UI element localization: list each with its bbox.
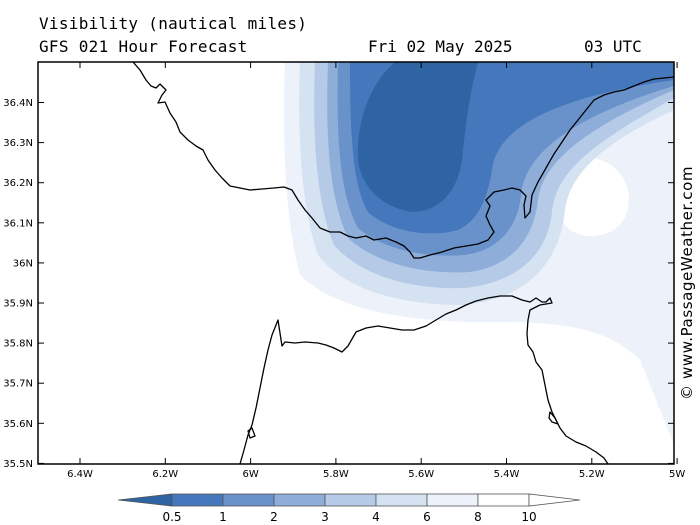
latitude-axis: 36.4N 36.3N 36.2N 36.1N 36N 35.9N 35.8N 35.7N 35… bbox=[3, 98, 674, 470]
legend-swatch bbox=[426, 493, 479, 507]
legend-label: 1 bbox=[219, 510, 227, 524]
legend-swatch bbox=[222, 493, 275, 507]
legend-label: 0.5 bbox=[162, 510, 181, 524]
longitude-tick-label: 5.4W bbox=[494, 469, 520, 480]
coastline bbox=[132, 62, 674, 464]
legend-label: 10 bbox=[521, 510, 536, 524]
longitude-axis: 6.4W 6.2W 6W 5.8W 5.6W 5.4W 5.2W 5W bbox=[67, 62, 685, 480]
latitude-tick-label: 35.6N bbox=[3, 419, 33, 430]
latitude-tick-label: 35.7N bbox=[3, 379, 33, 390]
latitude-tick-label: 35.5N bbox=[3, 459, 33, 470]
legend-label: 8 bbox=[474, 510, 482, 524]
legend-swatch bbox=[528, 493, 581, 507]
legend-label: 4 bbox=[372, 510, 380, 524]
longitude-tick-label: 5.6W bbox=[408, 469, 434, 480]
latitude-tick-label: 36.2N bbox=[3, 178, 33, 189]
watermark-text: © www.PassageWeather.com bbox=[678, 165, 696, 400]
longitude-tick-label: 6W bbox=[242, 469, 258, 480]
legend-swatch bbox=[477, 493, 530, 507]
longitude-tick-label: 5.2W bbox=[579, 469, 605, 480]
latitude-tick-label: 35.9N bbox=[3, 299, 33, 310]
legend-label: 3 bbox=[321, 510, 329, 524]
legend-swatch bbox=[117, 493, 173, 507]
latitude-tick-label: 35.8N bbox=[3, 339, 33, 350]
legend-label: 6 bbox=[423, 510, 431, 524]
legend-label: 2 bbox=[270, 510, 278, 524]
latitude-tick-label: 36.1N bbox=[3, 218, 33, 229]
legend-swatch bbox=[324, 493, 377, 507]
longitude-tick-label: 6.4W bbox=[67, 469, 93, 480]
latitude-tick-label: 36N bbox=[13, 258, 33, 269]
legend-swatch bbox=[375, 493, 428, 507]
longitude-tick-label: 6.2W bbox=[152, 469, 178, 480]
forecast-time: 03 UTC bbox=[584, 37, 642, 56]
visibility-legend: 0.5 1 2 3 4 6 8 10 bbox=[117, 493, 581, 524]
legend-swatch bbox=[273, 493, 326, 507]
longitude-tick-label: 5W bbox=[669, 469, 685, 480]
visibility-field bbox=[38, 62, 674, 464]
longitude-tick-label: 5.8W bbox=[323, 469, 349, 480]
latitude-tick-label: 36.3N bbox=[3, 138, 33, 149]
forecast-date: Fri 02 May 2025 bbox=[368, 37, 513, 56]
forecast-subtitle: GFS 021 Hour Forecast bbox=[39, 37, 248, 56]
map-title: Visibility (nautical miles) bbox=[39, 14, 308, 33]
latitude-tick-label: 36.4N bbox=[3, 98, 33, 109]
legend-swatch bbox=[171, 493, 224, 507]
